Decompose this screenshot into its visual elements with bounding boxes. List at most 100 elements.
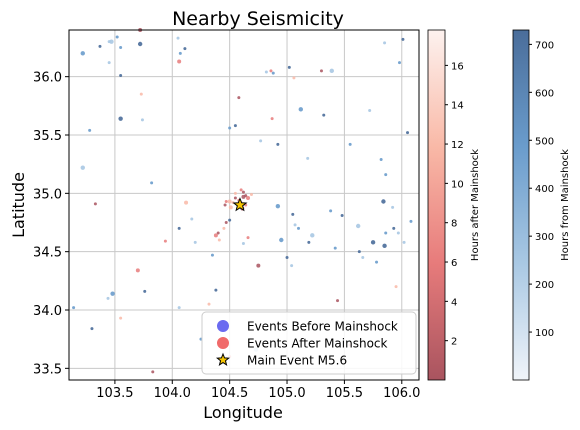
after-event-point xyxy=(223,203,227,207)
after-event-point xyxy=(241,190,245,194)
before-event-point xyxy=(259,139,263,143)
before-event-point xyxy=(409,219,413,223)
after-event-point xyxy=(135,268,140,273)
after-event-point xyxy=(394,285,398,289)
colorbar-tick-label: 600 xyxy=(535,88,554,99)
colorbar-tick-label: 12 xyxy=(451,140,464,151)
before-event-point xyxy=(406,131,410,135)
before-event-point xyxy=(118,116,123,121)
x-tick-label: 105.0 xyxy=(268,386,305,401)
before-event-point xyxy=(150,181,154,185)
before-event-point xyxy=(190,217,194,221)
colorbar-strip xyxy=(427,29,446,381)
x-tick-label: 104.0 xyxy=(154,386,191,401)
colorbar-tick-label: 10 xyxy=(451,179,464,190)
before-event-point xyxy=(285,256,289,259)
before-event-point xyxy=(115,35,119,39)
y-tick-label: 34.0 xyxy=(33,304,62,319)
after-event-point xyxy=(151,370,155,374)
before-event-point xyxy=(384,231,388,235)
before-event-point xyxy=(290,264,294,268)
after-event-point xyxy=(222,226,226,230)
after-event-point xyxy=(184,200,189,205)
before-event-point xyxy=(348,142,352,146)
before-event-point xyxy=(298,107,304,112)
before-event-point xyxy=(384,173,388,177)
before-event-point xyxy=(401,37,405,41)
before-event-point xyxy=(329,209,333,213)
legend-label: Events Before Mainshock xyxy=(247,320,398,334)
before-event-point xyxy=(241,242,245,245)
colorbar-tick-label: 200 xyxy=(535,280,554,291)
before-event-point xyxy=(107,61,111,65)
before-event-point xyxy=(322,113,326,117)
colorbar-tick-label: 400 xyxy=(535,184,554,195)
before-event-point xyxy=(293,223,297,227)
after-event-point xyxy=(213,233,218,238)
before-event-point xyxy=(275,203,281,209)
after-event-point xyxy=(119,316,123,320)
colorbar-tick-label: 8 xyxy=(451,219,457,230)
before-event-point xyxy=(233,124,237,128)
after-event-point xyxy=(139,92,143,96)
before-event-point xyxy=(381,199,386,204)
before-event-point xyxy=(307,240,311,244)
before-event-point xyxy=(143,289,147,293)
before-event-point xyxy=(306,156,310,160)
before-event-point xyxy=(391,205,395,209)
colorbar-tick-label: 4 xyxy=(451,297,457,308)
x-tick-label: 103.5 xyxy=(96,386,133,401)
after-event-point xyxy=(93,202,97,206)
after-event-point xyxy=(216,231,220,235)
y-tick-label: 35.0 xyxy=(33,187,62,202)
before-event-point xyxy=(90,327,94,331)
colorbar-tick-label: 2 xyxy=(451,337,457,348)
before-event-point xyxy=(178,51,182,55)
before-event-point xyxy=(375,260,379,264)
after-event-point xyxy=(163,239,167,243)
after-event-point xyxy=(227,199,232,204)
before-event-point xyxy=(137,41,143,47)
after-event-point xyxy=(292,76,296,80)
legend-star-marker xyxy=(215,352,231,366)
legend-label: Main Event M5.6 xyxy=(247,354,347,368)
after-event-point xyxy=(233,196,237,200)
colorbar-strip xyxy=(512,29,530,381)
after-event-point xyxy=(237,96,241,100)
axis-ticks: 103.5 104.0 104.5 105.0 105.5 106.0 33.5 34.0 34… xyxy=(33,71,420,401)
colorbar-tick-label: 300 xyxy=(535,232,554,243)
before-event-point xyxy=(383,41,387,45)
before-event-point xyxy=(361,256,365,259)
main-event-star xyxy=(232,197,248,212)
legend-label: Events After Mainshock xyxy=(247,337,388,351)
after-event-point xyxy=(233,191,237,195)
before-event-point xyxy=(329,68,334,74)
colorbar-tick-label: 6 xyxy=(451,258,457,269)
chart-title: Nearby Seismicity xyxy=(172,8,344,30)
before-event-point xyxy=(396,231,400,235)
before-event-point xyxy=(279,237,284,243)
after-event-point xyxy=(244,194,248,198)
y-tick-label: 33.5 xyxy=(33,362,62,377)
after-event-point xyxy=(217,238,221,242)
before-event-point xyxy=(214,288,218,292)
before-event-point xyxy=(287,65,291,69)
before-event-point xyxy=(379,158,383,161)
before-event-point xyxy=(107,40,111,44)
x-tick-label: 106.0 xyxy=(383,386,420,401)
x-tick-label: 104.5 xyxy=(211,386,248,401)
colorbar-after: 2 4 6 8 10 12 14 16 Hours after Mainshock xyxy=(427,29,481,381)
legend-circle-marker xyxy=(217,337,229,349)
y-tick-label: 34.5 xyxy=(33,246,62,261)
before-event-point xyxy=(357,250,361,254)
before-event-point xyxy=(310,233,315,238)
before-event-point xyxy=(228,218,232,222)
colorbar-tick-label: 700 xyxy=(535,40,554,51)
legend-circle-marker xyxy=(217,320,229,332)
before-event-point xyxy=(368,109,372,112)
before-event-point xyxy=(397,61,401,65)
colorbar-tick-label: 500 xyxy=(535,136,554,147)
y-tick-label: 36.0 xyxy=(33,71,62,86)
before-event-point xyxy=(333,246,337,250)
